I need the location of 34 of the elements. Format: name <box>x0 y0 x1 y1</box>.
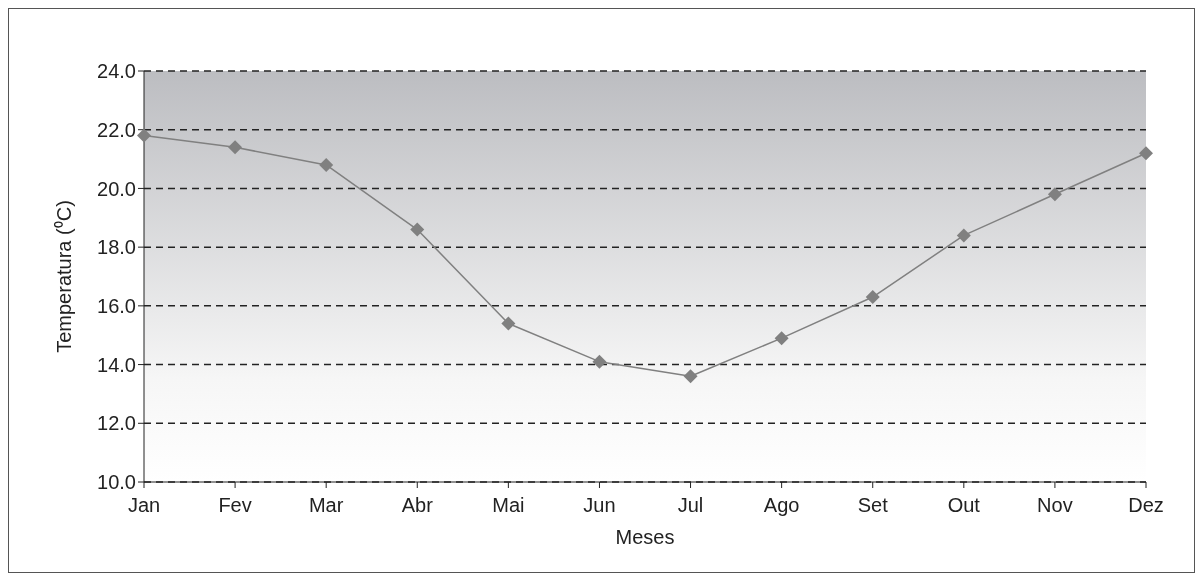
y-tick-label: 18.0 <box>97 236 136 259</box>
x-tick-label: Jan <box>127 494 161 517</box>
y-tick-label: 20.0 <box>97 177 136 200</box>
x-tick-label: Mai <box>492 494 525 517</box>
x-tick-label: Fev <box>218 494 252 517</box>
x-axis-title: Meses <box>615 526 675 548</box>
x-tick-label: Jun <box>583 494 616 517</box>
point <box>683 369 698 384</box>
point <box>956 228 971 243</box>
point <box>1139 146 1153 161</box>
y-tick-label: 16.0 <box>97 294 136 317</box>
x-tick-label: Ago <box>763 494 800 517</box>
point <box>319 157 334 172</box>
x-tick-label: Jul <box>677 494 704 517</box>
y-tick-label: 12.0 <box>97 412 136 435</box>
x-tick-label: Mar <box>308 494 344 517</box>
y-tick-label: 24.0 <box>97 60 136 83</box>
point <box>1047 187 1062 202</box>
y-tick-label: 22.0 <box>97 118 136 141</box>
point <box>592 354 607 369</box>
point <box>137 128 151 143</box>
point <box>410 222 425 237</box>
point <box>865 290 880 305</box>
point <box>774 331 789 346</box>
point <box>501 316 516 331</box>
x-tick-label: Abr <box>401 494 434 517</box>
x-tick-label: Dez <box>1128 494 1164 517</box>
point <box>228 140 243 155</box>
x-tick-label: Out <box>947 494 981 517</box>
y-tick-label: 14.0 <box>97 353 136 376</box>
x-tick-label: Nov <box>1037 494 1073 517</box>
y-tick-label: 10.0 <box>97 471 136 494</box>
y-axis-title: Temperatura (⁰C) <box>53 200 75 353</box>
x-tick-label: Set <box>857 494 889 517</box>
